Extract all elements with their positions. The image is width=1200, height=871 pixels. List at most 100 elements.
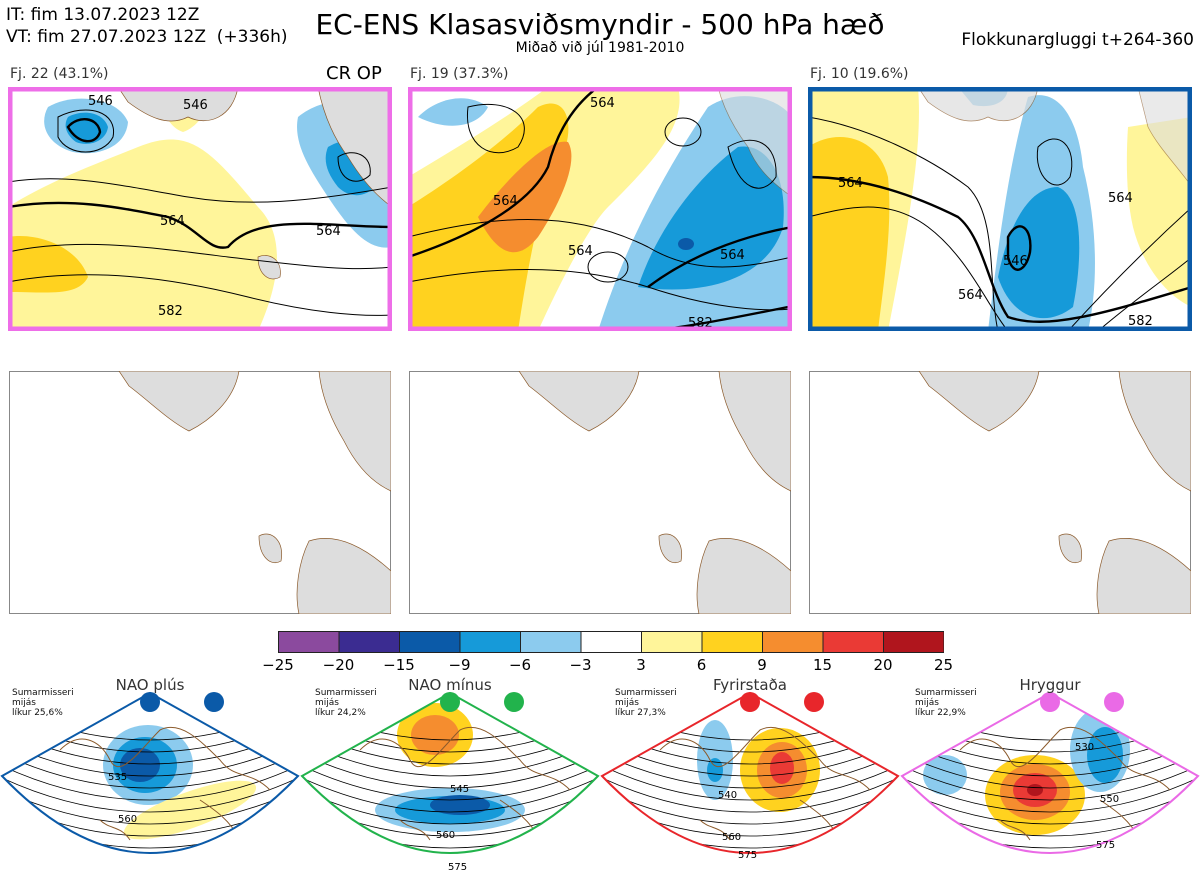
contour-label: 550: [1100, 794, 1119, 805]
contour-label: 535: [108, 772, 127, 783]
colorbar-swatch: [459, 631, 521, 653]
anomaly-area: [411, 715, 459, 755]
colorbar-swatch: [641, 631, 703, 653]
regime-dot: [204, 692, 224, 712]
regime-dot: [1040, 692, 1060, 712]
cluster-3-frame: [808, 87, 1192, 331]
cluster-3-contour-1: 564: [838, 176, 863, 191]
anomaly-area: [770, 752, 794, 784]
cluster-1-contour-4: 546: [183, 98, 208, 113]
colorbar-swatch: [701, 631, 763, 653]
regime-info: Sumarmisseri mijás líkur 22,9%: [915, 688, 977, 718]
height-contour: [302, 776, 598, 813]
regime-map: 540 560 575: [600, 691, 900, 861]
cluster-1-contour-5: 564: [316, 224, 341, 239]
contour-label: 560: [436, 830, 455, 841]
height-contour: [902, 752, 1198, 789]
cluster-3-contour-2: 546: [1003, 254, 1028, 269]
colorbar-swatch: [883, 631, 944, 653]
height-contour: [2, 776, 298, 813]
height-contour: [2, 764, 298, 801]
contour-label: 540: [718, 790, 737, 801]
empty-map-2[interactable]: [409, 371, 791, 614]
height-contour: [602, 776, 898, 813]
colorbar-label: 3: [636, 656, 646, 674]
regime-border: [0, 691, 300, 854]
cluster-2-contour-1: 564: [493, 194, 518, 209]
colorbar-swatch: [278, 631, 340, 653]
anomaly-area: [707, 758, 723, 782]
regime-name: Hryggur: [1019, 676, 1081, 694]
cluster-2-label: Fj. 19 (37.3%): [410, 66, 509, 82]
regime-border: [300, 691, 600, 854]
empty-map-1[interactable]: [9, 371, 391, 614]
regime-border: [900, 691, 1200, 854]
regime-info: Sumarmisseri mijás líkur 27,3%: [615, 688, 677, 718]
regime-info: Sumarmisseri mijás líkur 24,2%: [315, 688, 377, 718]
cluster-1-frame: [8, 87, 392, 331]
regime-dot: [504, 692, 524, 712]
height-contour: [602, 764, 898, 801]
colorbar-label: −6: [508, 656, 532, 674]
colorbar: [278, 631, 944, 653]
height-contour: [2, 740, 298, 777]
contour-label: 530: [1075, 742, 1094, 753]
cluster-1-contour-2: 564: [160, 214, 185, 229]
contour-label: 575: [738, 850, 757, 861]
height-contour: [2, 788, 298, 825]
height-contour: [602, 740, 898, 777]
anomaly-area: [1027, 784, 1043, 796]
empty-map-3[interactable]: [809, 371, 1191, 614]
height-contour: [302, 764, 598, 801]
height-contour: [602, 788, 898, 825]
cluster-3-label: Fj. 10 (19.6%): [810, 66, 909, 82]
cluster-1-marker: CR OP: [326, 63, 382, 84]
colorbar-label: −25: [262, 656, 294, 674]
cluster-1-map[interactable]: 546 564 582 546 564: [8, 87, 392, 331]
height-contour: [902, 788, 1198, 825]
colorbar-swatch: [822, 631, 884, 653]
contour-label: 575: [448, 862, 467, 870]
colorbar-label: −9: [448, 656, 471, 674]
regime-dot: [740, 692, 760, 712]
colorbar-label: −20: [322, 656, 355, 674]
cluster-2-map[interactable]: 564 564 564 582 564: [408, 87, 792, 331]
height-contour: [902, 764, 1198, 801]
cluster-1-label: Fj. 22 (43.1%): [10, 66, 109, 82]
cluster-3-contour-3: 564: [958, 288, 983, 303]
regime-border: [600, 691, 900, 854]
colorbar-label: 20: [873, 656, 893, 674]
cluster-3-map[interactable]: 564 546 564 564 582: [808, 87, 1192, 331]
colorbar-swatch: [580, 631, 642, 653]
colorbar-swatch: [338, 631, 400, 653]
regime-name: Fyrirstaða: [713, 676, 787, 694]
colorbar-swatch: [399, 631, 461, 653]
colorbar-label: 25: [933, 656, 954, 674]
contour-label: 545: [450, 784, 469, 795]
anomaly-area: [123, 780, 257, 840]
anomaly-area: [1015, 854, 1045, 866]
cluster-2-contour-2: 564: [568, 244, 593, 259]
regime-name: NAO plús: [115, 676, 185, 694]
cluster-2-contour-5: 564: [590, 96, 615, 111]
regime-dot: [804, 692, 824, 712]
anomaly-area: [923, 755, 967, 795]
colorbar-label: 6: [696, 656, 707, 674]
colorbar-label: 9: [757, 656, 767, 674]
header-times: IT: fim 13.07.2023 12Z VT: fim 27.07.2023…: [6, 4, 288, 48]
regime-name: NAO mínus: [408, 676, 492, 694]
cluster-2-frame: [408, 87, 792, 331]
cluster-3-contour-4: 564: [1108, 191, 1133, 206]
contour-label: 560: [722, 832, 741, 843]
height-contour: [2, 752, 298, 789]
height-contour: [902, 740, 1198, 777]
classification-window: Flokkunargluggi t+264-360: [961, 30, 1194, 50]
cluster-1-contour-3: 582: [158, 304, 183, 319]
regime-dot: [1104, 692, 1124, 712]
page-subtitle: Miðað við júl 1981-2010: [515, 40, 685, 56]
cluster-1-contour-1: 546: [88, 94, 113, 109]
regime-map: 535 560: [0, 691, 300, 854]
contour-label: 575: [1096, 840, 1115, 851]
valid-time: VT: fim 27.07.2023 12Z (+336h): [6, 27, 288, 47]
regime-dot: [440, 692, 460, 712]
